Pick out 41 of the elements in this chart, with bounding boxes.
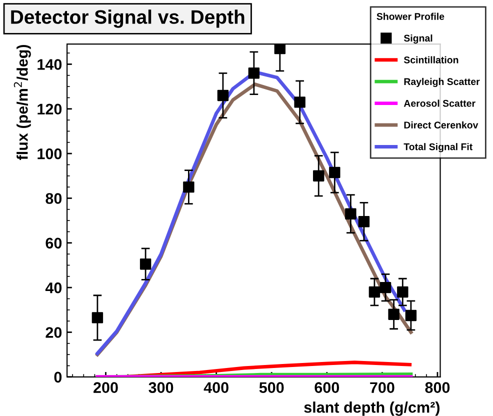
point: [274, 44, 286, 54]
legend-title: Shower Profile: [376, 12, 444, 20]
x-tick-label: 500: [259, 382, 284, 393]
point: [140, 258, 152, 270]
x-tick-label: 700: [370, 382, 394, 393]
legend-label: Scintillation: [404, 56, 458, 64]
x-tick-label: 600: [314, 382, 340, 393]
x-axis-title: slant depth (g/cm²): [304, 402, 440, 416]
point: [388, 308, 400, 320]
chart-title: Detector Signal vs. Depth: [11, 10, 244, 28]
legend-label: Rayleigh Scatter: [404, 78, 480, 88]
point: [380, 282, 392, 294]
point: [368, 286, 380, 298]
legend-label: Total Signal Fit: [404, 143, 472, 152]
legend-label: Aerosol Scatter: [404, 100, 476, 107]
y-tick-label: 100: [38, 148, 62, 160]
y-tick-label: 20: [46, 327, 62, 338]
x-tick-label: 400: [204, 382, 228, 393]
y-tick-label: 40: [45, 282, 62, 294]
point: [217, 90, 229, 102]
point: [345, 208, 356, 220]
point: [248, 68, 260, 79]
y-tick-label: 120: [38, 104, 62, 115]
y-tick-label: 0: [54, 372, 62, 383]
x-tick-label: 200: [94, 382, 118, 393]
x-tick-label: 300: [148, 382, 174, 393]
y-tick-label: 140: [38, 59, 62, 70]
point: [397, 286, 408, 298]
point: [294, 96, 306, 108]
point: [358, 216, 370, 228]
point: [405, 310, 417, 322]
legend-label: Direct Cerenkov: [404, 121, 478, 129]
point: [329, 166, 340, 178]
y-tick-label: 80: [46, 193, 62, 204]
point: [183, 181, 194, 193]
y-tick-label: 60: [46, 238, 62, 249]
x-tick-label: 800: [425, 382, 450, 393]
point: [313, 170, 324, 182]
point: [92, 312, 104, 324]
y-axis-title: flux (pe/m$^{2}$/deg): [14, 44, 31, 160]
legend-label: Signal: [404, 34, 432, 44]
